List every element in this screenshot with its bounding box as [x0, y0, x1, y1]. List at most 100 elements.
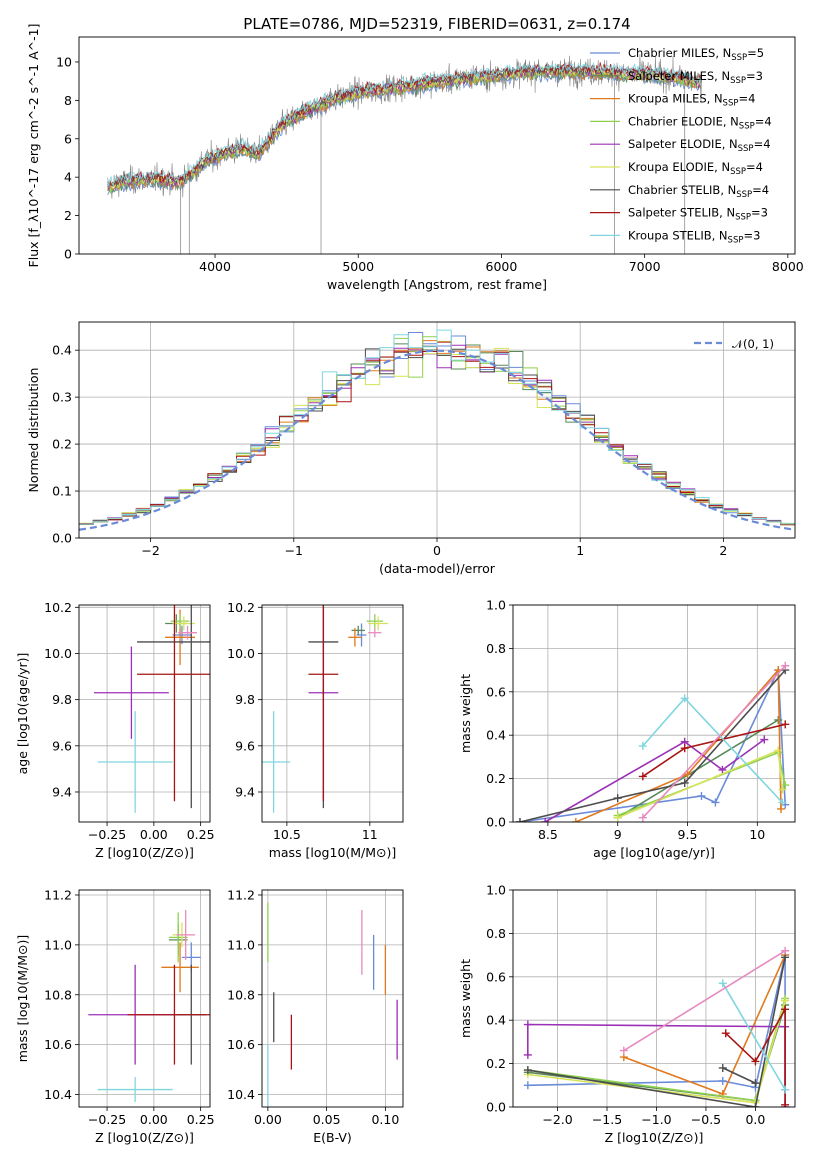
y-tick-label: 0.8 [486, 641, 506, 656]
legend-entry: Chabrier ELODIE, NSSP=4 [628, 114, 772, 131]
x-axis-label: E(B-V) [313, 1130, 352, 1145]
x-tick-label: 9 [614, 827, 622, 842]
y-tick-label: 11.2 [227, 887, 255, 902]
series-marker [778, 785, 787, 794]
y-tick-label: 6 [64, 131, 72, 146]
x-axis-label: mass [log10(M/M⊙)] [269, 845, 397, 860]
y-tick-label: 0.8 [486, 926, 506, 941]
x-tick-label: −0.25 [88, 827, 126, 842]
series-marker [523, 1050, 532, 1059]
y-tick-label: 9.6 [235, 738, 255, 753]
x-tick-label: 2 [719, 543, 727, 558]
series-line [722, 982, 786, 1091]
series-marker [638, 742, 647, 751]
axes-frame [261, 889, 404, 1108]
series-marker [781, 1085, 790, 1094]
x-tick-label: 9.5 [678, 827, 698, 842]
series-marker [515, 818, 524, 822]
series-marker [781, 1005, 790, 1014]
y-tick-label: 11.0 [227, 937, 255, 952]
x-tick-label: 10 [749, 827, 765, 842]
x-tick-label: 10.5 [273, 827, 301, 842]
mass_vs_ebv-panel: 0.00 0.05 0.10 10.4 10.6 10.8 11.0 11.2 E(B-V) [227, 887, 404, 1145]
series-marker [523, 1066, 532, 1075]
y-tick-label: 1.0 [486, 883, 506, 898]
series-line [527, 957, 786, 1107]
series-marker [751, 1079, 760, 1088]
series-line [725, 1006, 786, 1105]
series-marker [774, 716, 783, 725]
x-tick-label: 8000 [772, 259, 804, 274]
series-marker [680, 694, 689, 703]
y-tick-label: 9.6 [52, 738, 72, 753]
axes-frame [78, 604, 211, 823]
axes-frame [78, 36, 796, 255]
mass_vs_Z-panel: −0.25 0.00 0.25 10.4 10.6 10.8 11.0 11.2 Z [log1… [15, 887, 215, 1145]
y-tick-label: 0.3 [52, 390, 72, 405]
legend-entry: Kroupa STELIB, NSSP=3 [628, 228, 760, 245]
y-tick-label: 10.4 [44, 1087, 72, 1102]
x-tick-label: 0.00 [140, 827, 168, 842]
legend-text: Chabrier MILES, N [628, 46, 731, 60]
axes-frame [78, 321, 796, 539]
x-tick-label: 11 [362, 827, 378, 842]
legend-suffix: =3 [746, 69, 763, 83]
y-axis-label: mass weight [458, 959, 473, 1038]
spectrum-plot-area [107, 54, 703, 254]
series-line [617, 751, 786, 817]
y-axis-label: Normed distribution [26, 368, 41, 493]
errorbar-plot-area [262, 605, 389, 813]
y-tick-label: 1.0 [486, 598, 506, 613]
x-tick-label: 1 [576, 543, 584, 558]
massweight_vs_Z-panel: −2.0 −1.5 −1.0 −0.5 0.0 0.0 0.2 0.4 0.6 0.8 1.0 Z [… [458, 883, 796, 1145]
x-tick-label: 4000 [199, 259, 231, 274]
residuals-panel: −2 −1 0 1 2 0.0 0.1 0.2 0.3 0.4 (data-model)/error… [26, 321, 796, 576]
series-marker [680, 744, 689, 753]
y-axis-label: age [log10(age/yr)] [15, 653, 30, 775]
series-marker [523, 1081, 532, 1090]
y-tick-label: 10 [56, 54, 72, 69]
axes-frame [78, 889, 211, 1108]
series-marker [683, 770, 692, 779]
y-tick-label: 10.2 [44, 600, 72, 615]
axes-frame [261, 604, 404, 823]
y-tick-label: 0.0 [486, 1100, 506, 1115]
series-line [642, 665, 786, 819]
legend-entry: 𝒩(0, 1) [732, 337, 774, 351]
legend-text: Chabrier ELODIE, N [628, 114, 739, 128]
legend-suffix: =4 [752, 183, 769, 197]
x-tick-label: 0.0 [745, 1112, 765, 1127]
x-axis-label: wavelength [Angstrom, rest frame] [327, 277, 547, 292]
x-tick-label: 0.00 [140, 1112, 168, 1127]
series-marker [680, 778, 689, 787]
legend-text: Chabrier STELIB, N [628, 183, 736, 197]
y-tick-label: 10.4 [227, 1087, 255, 1102]
series-marker [774, 746, 783, 755]
y-tick-label: 2 [64, 208, 72, 223]
legend-subscript: SSP [728, 235, 744, 245]
x-tick-label: 0 [433, 543, 441, 558]
series-marker [760, 735, 769, 744]
y-tick-label: 9.8 [235, 692, 255, 707]
legend-suffix: =4 [738, 92, 755, 106]
y-tick-label: 10.0 [44, 646, 72, 661]
x-axis-label: age [log10(age/yr)] [593, 845, 715, 860]
y-tick-label: 0 [64, 247, 72, 262]
x-tick-label: −0.5 [691, 1112, 721, 1127]
series-marker [751, 1103, 760, 1107]
y-axis-label: Flux [f_λ10^-17 erg cm^-2 s^-1 A^-1] [26, 24, 41, 268]
legend-text: Salpeter MILES, N [628, 69, 730, 83]
x-tick-label: −2.0 [542, 1112, 572, 1127]
series-marker [613, 813, 622, 822]
legend-text: Kroupa MILES, N [628, 92, 723, 106]
legend-suffix: =5 [747, 46, 764, 60]
errorbar-plot-area [267, 902, 398, 1107]
legend-text: Kroupa ELODIE, N [628, 160, 730, 174]
y-tick-label: 9.4 [52, 784, 72, 799]
legend-entry: Salpeter STELIB, NSSP=3 [628, 206, 768, 223]
series-marker [718, 979, 727, 988]
x-tick-label: −0.25 [88, 1112, 126, 1127]
axes-frame [512, 604, 796, 823]
legend-suffix: =4 [755, 114, 772, 128]
mass-weight-plot-area [515, 661, 790, 822]
